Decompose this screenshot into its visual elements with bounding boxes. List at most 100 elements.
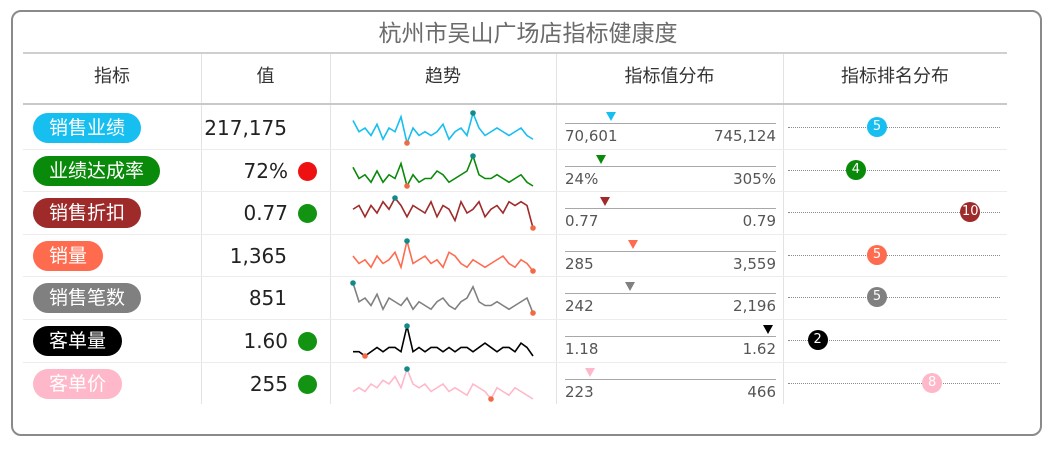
row-divider [23,319,1007,320]
trend-max-point [350,280,356,287]
row-divider [23,233,1007,235]
rank-track [788,382,1000,384]
distribution-min: 0.77 [565,212,599,231]
distribution-marker [625,282,636,292]
trend-min-point [488,395,494,402]
status-indicator [298,332,317,351]
trend-max-point [404,323,410,329]
metric-value: 0.77 [243,201,288,226]
metric-value: 255 [249,371,288,396]
metric-value: 217,175 [204,116,287,140]
trend-sparkline [352,152,534,189]
trend-line [353,325,534,357]
distribution-max: 1.62 [742,340,776,358]
column-divider [556,54,557,404]
title-divider [23,52,1007,54]
distribution-axis [565,378,776,380]
status-indicator [298,374,317,394]
header-trend[interactable]: 趋势 [425,66,461,87]
rank-track [788,169,1000,171]
header-distribution[interactable]: 指标值分布 [624,66,715,87]
trend-sparkline [352,195,536,231]
trend-min-point [530,267,536,274]
rank-track [788,254,1000,256]
metric-label[interactable]: 客单量 [33,326,123,356]
distribution-min: 24% [565,169,599,188]
trend-line [352,366,534,401]
trend-line [352,153,534,188]
metric-value: 1,365 [229,243,287,268]
distribution-min: 285 [565,254,594,273]
metric-value: 1.60 [243,329,288,353]
metric-label[interactable]: 销量 [33,240,104,271]
distribution-marker [627,239,638,249]
trend-line [352,110,534,146]
header-metric[interactable]: 指标 [94,66,130,87]
metric-label[interactable]: 业绩达成率 [33,155,161,186]
distribution-max: 466 [747,382,776,401]
column-divider [330,54,331,404]
rank-track [788,127,1000,128]
distribution-axis [565,165,776,167]
header-value[interactable]: 值 [256,66,275,87]
distribution-min: 223 [565,382,594,401]
trend-sparkline [353,323,534,359]
trend-min-point [530,225,536,231]
row-divider [23,276,1007,278]
rank-badge[interactable]: 2 [807,330,828,350]
header-rank[interactable]: 指标排名分布 [841,66,949,87]
trend-max-point [404,237,410,244]
distribution-marker [606,112,617,121]
metric-label[interactable]: 销售折扣 [33,198,142,229]
distribution-max: 0.79 [742,212,776,231]
rank-track [788,212,1000,214]
rank-track [788,297,1000,299]
distribution-marker [585,367,596,377]
distribution-marker [600,197,611,207]
distribution-min: 70,601 [565,127,618,145]
column-divider [201,54,202,404]
trend-min-point [530,310,536,317]
header-divider [23,103,1007,105]
rank-badge[interactable]: 5 [867,117,888,137]
dashboard-frame [11,10,1042,436]
trend-line [352,283,534,314]
trend-min-point [404,140,410,146]
status-indicator [298,161,317,181]
distribution-min: 242 [565,297,594,316]
trend-line [352,240,534,272]
rank-badge[interactable]: 8 [922,372,943,393]
row-divider [23,361,1007,363]
trend-min-point [404,182,410,189]
trend-line [352,196,534,229]
distribution-axis [565,293,776,295]
distribution-marker [595,154,606,164]
rank-badge[interactable]: 10 [960,202,981,223]
trend-max-point [470,110,476,116]
rank-track [788,340,1000,341]
metric-label[interactable]: 销售业绩 [33,113,142,143]
trend-sparkline [352,365,534,402]
metric-label[interactable]: 客单价 [33,368,123,399]
distribution-max: 305% [733,169,776,188]
distribution-axis [565,250,776,252]
distribution-axis [565,336,776,337]
distribution-max: 745,124 [713,127,776,145]
distribution-marker [762,325,773,334]
status-indicator [298,204,317,224]
rank-badge[interactable]: 5 [867,287,888,308]
trend-sparkline [350,280,536,317]
distribution-max: 3,559 [733,254,776,273]
rank-badge[interactable]: 4 [845,159,866,180]
dashboard-title: 杭州市吴山广场店指标健康度 [378,21,678,47]
trend-sparkline [352,237,536,274]
metric-value: 851 [248,286,287,311]
distribution-axis [565,123,776,124]
metric-label[interactable]: 销售笔数 [33,283,142,314]
distribution-max: 2,196 [733,297,776,316]
trend-sparkline [352,110,534,146]
distribution-axis [565,208,776,210]
rank-badge[interactable]: 5 [867,244,888,265]
metric-value: 72% [243,158,288,183]
trend-max-point [404,365,410,372]
